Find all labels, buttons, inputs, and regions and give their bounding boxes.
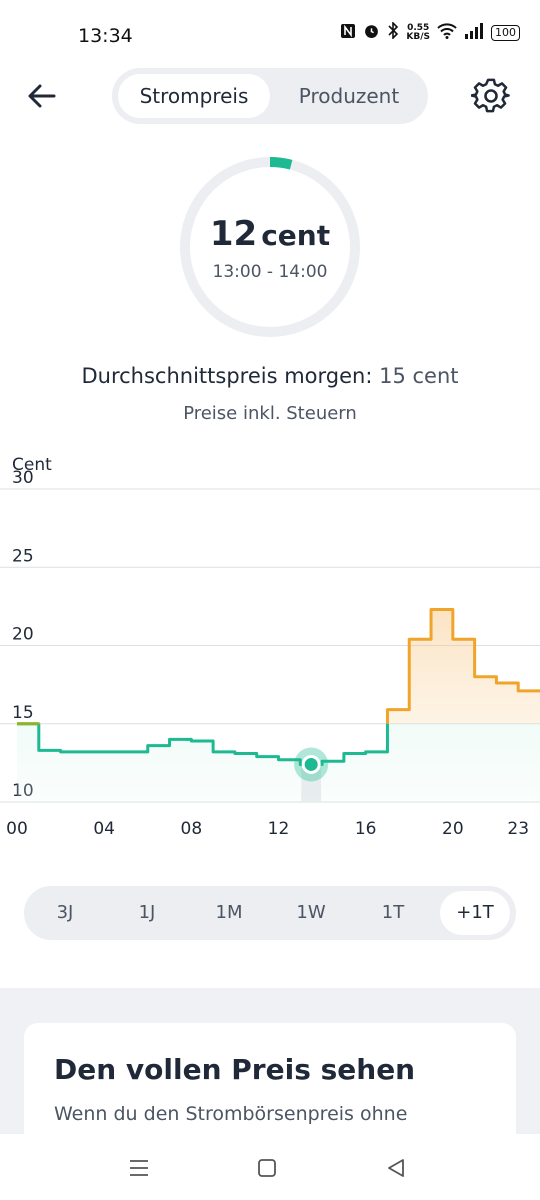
triangle-back-icon: [388, 1159, 404, 1177]
battery-indicator: 100: [491, 24, 520, 41]
arrow-left-icon: [28, 84, 56, 108]
nav-recent-button[interactable]: [125, 1154, 153, 1182]
signal-icon: [464, 22, 484, 43]
range-3j[interactable]: 3J: [56, 902, 74, 923]
range-1j[interactable]: 1J: [138, 902, 156, 923]
nav-home-button[interactable]: [253, 1154, 281, 1182]
nfc-icon: [340, 23, 356, 43]
current-price: 12 cent: [170, 214, 370, 254]
net-speed-unit: KB/S: [406, 31, 430, 42]
system-nav-bar: [0, 1134, 540, 1200]
x-tick-label: 23: [507, 819, 529, 839]
range-1m[interactable]: 1M: [215, 902, 243, 923]
gear-icon: [470, 78, 510, 113]
settings-button[interactable]: [470, 76, 511, 116]
average-price-value: 15 cent: [379, 364, 459, 388]
x-tick-label: 12: [268, 819, 290, 839]
price-line-high: [17, 608, 540, 724]
x-tick-label: 16: [355, 819, 377, 839]
status-icons: 0.55 KB/S 100: [340, 21, 520, 43]
status-bar: 13:34 0.55 KB/S 100: [0, 0, 540, 72]
promo-text: Wenn du den Strombörsenpreis ohne: [54, 1103, 408, 1125]
range-1w[interactable]: 1W: [296, 902, 326, 923]
current-price-time: 13:00 - 14:00: [212, 262, 328, 282]
bluetooth-icon: [387, 21, 399, 43]
tax-note: Preise inkl. Steuern: [183, 403, 357, 424]
area-below-threshold: [17, 723, 540, 802]
net-speed-value: 0.55: [407, 22, 430, 33]
x-tick-label: 08: [181, 819, 203, 839]
y-tick-label: 20: [12, 625, 34, 645]
nav-back-button[interactable]: [382, 1154, 410, 1182]
range-selector: 3J 1J 1M 1W 1T +1T: [24, 886, 516, 940]
price-line-low: [17, 723, 389, 766]
current-price-value: 12: [209, 214, 258, 254]
y-tick-label: 30: [12, 468, 34, 488]
current-price-unit: cent: [261, 219, 331, 252]
alarm-icon: [363, 22, 380, 43]
average-price-line: Durchschnittspreis morgen: 15 cent: [0, 364, 540, 388]
promo-title: Den vollen Preis sehen: [54, 1053, 416, 1086]
average-price-label: Durchschnittspreis morgen:: [81, 364, 373, 388]
back-button[interactable]: [24, 78, 60, 114]
y-axis-label: Cent: [12, 455, 52, 475]
tab-produzent[interactable]: Produzent: [298, 84, 400, 108]
x-tick-label: 04: [93, 819, 115, 839]
promo-section: Den vollen Preis sehen Wenn du den Strom…: [0, 988, 540, 1134]
x-tick-label: 00: [6, 819, 28, 839]
menu-icon: [130, 1160, 148, 1176]
current-marker-dot[interactable]: [301, 754, 321, 774]
range-1t[interactable]: 1T: [381, 902, 405, 923]
range-plus-1t[interactable]: +1T: [440, 891, 510, 935]
status-time: 13:34: [78, 25, 133, 47]
x-tick-label: 20: [442, 819, 464, 839]
square-icon: [258, 1159, 276, 1177]
gauge-progress: [269, 157, 293, 170]
y-tick-label: 15: [12, 703, 34, 723]
network-speed: 0.55 KB/S: [406, 22, 430, 42]
y-tick-label: 25: [12, 546, 34, 566]
tab-strompreis[interactable]: Strompreis: [118, 74, 270, 118]
promo-card[interactable]: Den vollen Preis sehen Wenn du den Strom…: [24, 1023, 516, 1134]
price-gauge: [180, 157, 360, 337]
tab-switcher: Strompreis Produzent: [112, 68, 428, 124]
wifi-icon: [437, 22, 457, 43]
